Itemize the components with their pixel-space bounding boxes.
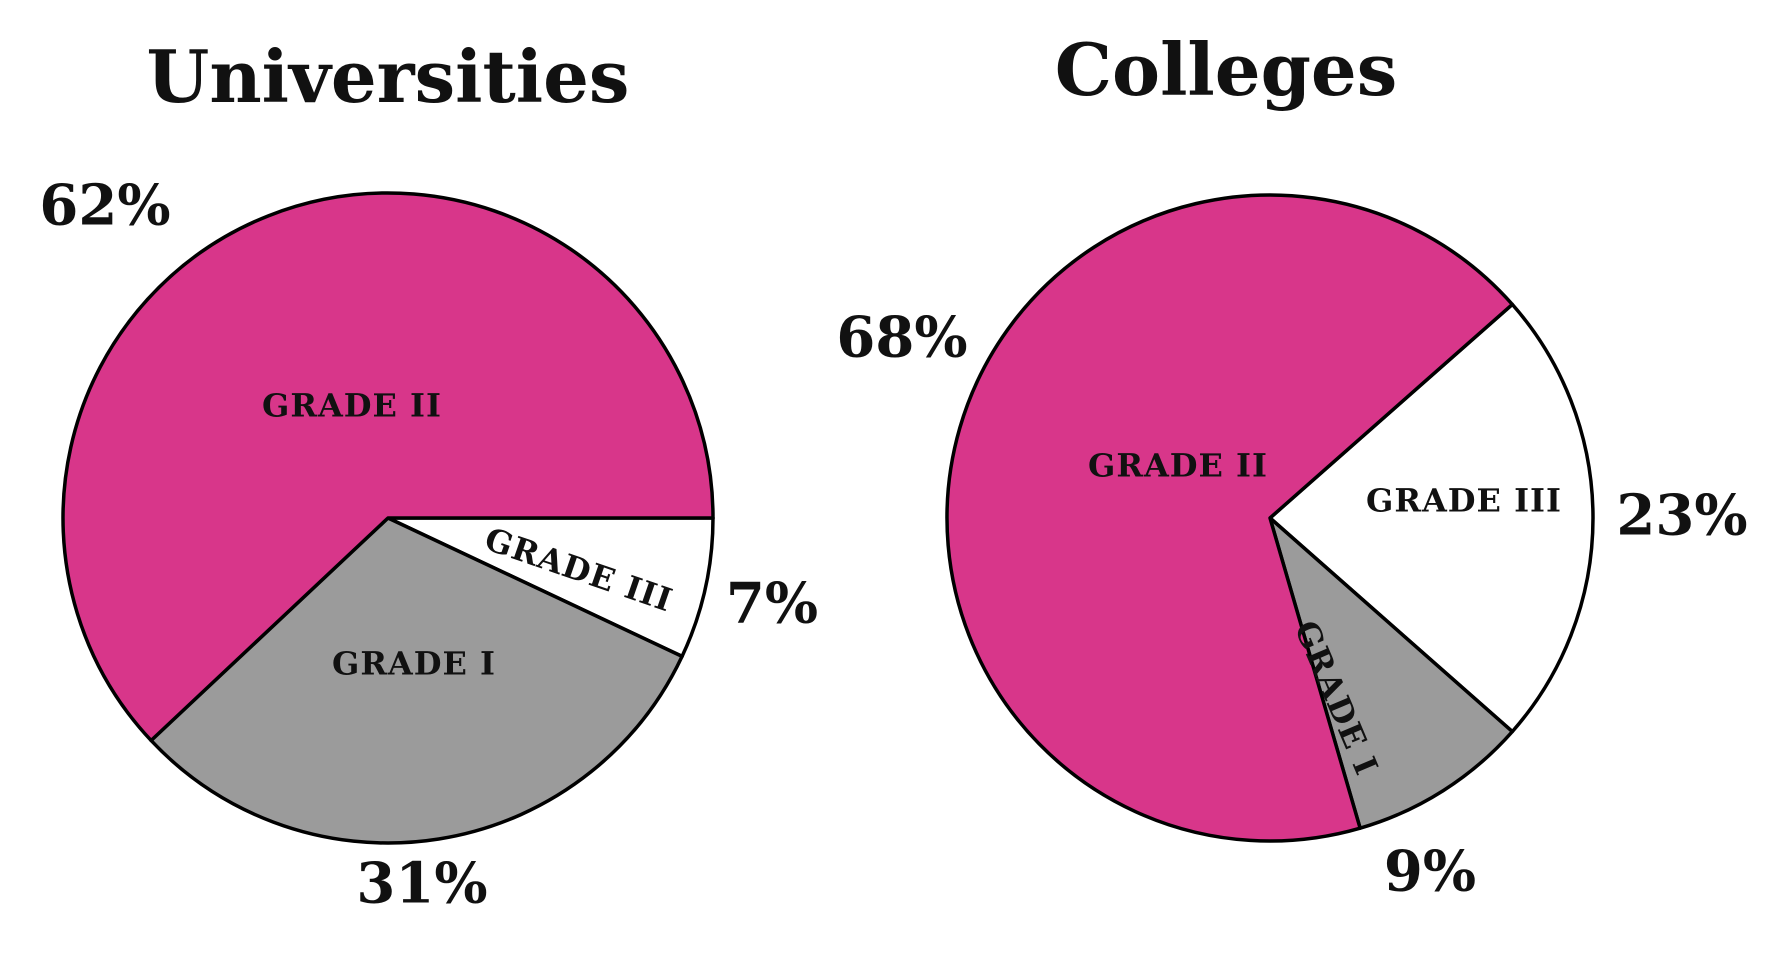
- universities-label-grade-ii: GRADE II: [262, 387, 442, 425]
- colleges-percent-grade-iii: 23%: [1616, 483, 1747, 549]
- colleges-percent-grade-ii: 68%: [836, 305, 967, 371]
- colleges-label-grade-ii: GRADE II: [1088, 447, 1268, 485]
- universities-percent-grade-i: 31%: [356, 851, 487, 917]
- colleges-slice-grade-iii: [1268, 302, 1595, 734]
- universities-percent-grade-ii: 62%: [39, 173, 170, 239]
- universities-slice-grade-i: [149, 516, 684, 845]
- colleges-slice-grade-ii: [945, 193, 1515, 843]
- colleges-title: Colleges: [1055, 27, 1398, 112]
- colleges-label-grade-iii: GRADE III: [1366, 482, 1562, 520]
- universities-slice-grade-ii: [61, 191, 715, 743]
- colleges-percent-grade-i: 9%: [1384, 839, 1476, 905]
- universities-percent-grade-iii: 7%: [726, 571, 818, 637]
- colleges-slice-grade-i: [1268, 516, 1515, 830]
- universities-slice-grade-iii: [386, 516, 715, 659]
- universities-label-grade-i: GRADE I: [332, 645, 496, 683]
- universities-title: Universities: [147, 34, 630, 119]
